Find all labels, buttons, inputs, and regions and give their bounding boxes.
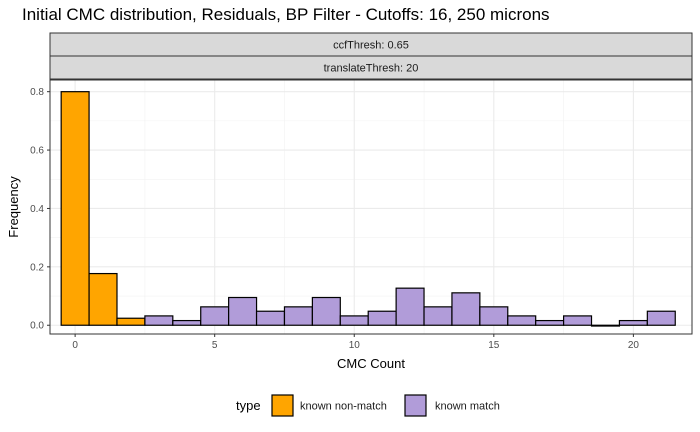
bar [60, 91, 90, 326]
x-tick-label: 10 [349, 340, 361, 351]
bar [451, 292, 481, 326]
bar [88, 272, 118, 326]
y-tick-label: 0.4 [30, 204, 44, 215]
facet-strip-label: translateThresh: 20 [324, 63, 419, 75]
bar [255, 310, 286, 326]
bar [116, 317, 146, 326]
chart-title: Initial CMC distribution, Residuals, BP … [22, 5, 550, 24]
facet-strip [49, 55, 693, 80]
bar [172, 319, 202, 326]
bar [311, 296, 341, 326]
bar [562, 315, 593, 326]
x-axis-title: CMC Count [337, 356, 405, 371]
y-tick-label: 0.2 [30, 262, 44, 273]
facet-strip-label: ccfThresh: 0.65 [333, 40, 409, 52]
legend: type known non-match known match [236, 394, 500, 417]
bar [618, 319, 648, 326]
bar [228, 296, 258, 326]
legend-title: type [236, 398, 261, 413]
legend-label: known non-match [300, 401, 387, 413]
bar [367, 310, 397, 326]
y-axis: 0.0 0.2 0.4 0.6 0.8 [30, 87, 50, 332]
bars [60, 91, 676, 327]
y-tick-label: 0.8 [30, 87, 44, 98]
x-tick-label: 20 [628, 340, 640, 351]
bar [646, 310, 676, 326]
bar [535, 319, 565, 326]
bar [339, 315, 369, 326]
x-tick-label: 0 [72, 340, 78, 351]
y-axis-title: Frequency [6, 176, 21, 238]
bar [283, 306, 313, 326]
legend-swatch [404, 394, 427, 417]
bar [507, 315, 537, 326]
legend-swatch [271, 394, 294, 417]
panel-border [49, 79, 693, 335]
x-tick-label: 15 [488, 340, 500, 351]
y-tick-label: 0.6 [30, 146, 44, 157]
legend-label: known match [435, 401, 500, 413]
bar [423, 306, 453, 326]
bar [395, 287, 425, 326]
bar [479, 306, 509, 326]
facet-strips: ccfThresh: 0.65 translateThresh: 20 [49, 32, 693, 80]
panel-background [50, 80, 692, 334]
y-tick-label: 0.0 [30, 321, 44, 332]
x-axis: 0 5 10 15 20 [72, 334, 639, 351]
bar [144, 315, 174, 326]
x-tick-label: 5 [212, 340, 218, 351]
bar [200, 306, 230, 326]
bar [590, 324, 621, 327]
plot-panel [49, 79, 693, 335]
